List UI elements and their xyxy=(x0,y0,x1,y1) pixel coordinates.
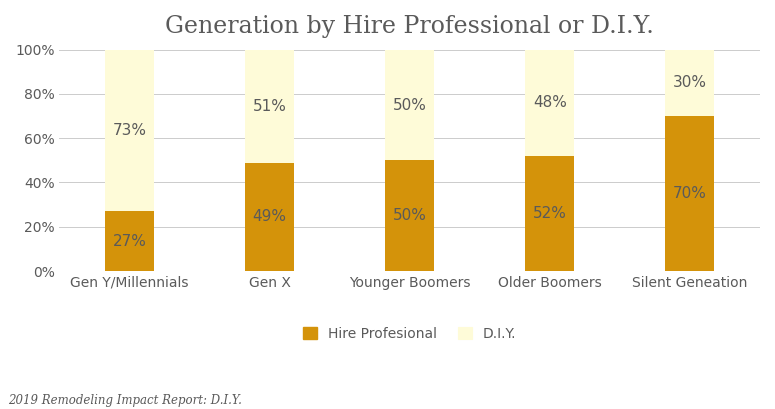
Text: 50%: 50% xyxy=(393,208,426,223)
Text: 48%: 48% xyxy=(533,95,567,110)
Bar xyxy=(525,49,574,156)
Text: 49%: 49% xyxy=(253,209,287,224)
Bar xyxy=(245,162,294,271)
Bar xyxy=(105,49,154,211)
Bar xyxy=(525,156,574,271)
Bar xyxy=(666,116,715,271)
Bar xyxy=(385,160,434,271)
Legend: Hire Profesional, D.I.Y.: Hire Profesional, D.I.Y. xyxy=(303,327,516,341)
Text: 2019 Remodeling Impact Report: D.I.Y.: 2019 Remodeling Impact Report: D.I.Y. xyxy=(8,394,242,407)
Text: 70%: 70% xyxy=(673,186,707,201)
Text: 50%: 50% xyxy=(393,97,426,112)
Bar xyxy=(385,49,434,160)
Title: Generation by Hire Professional or D.I.Y.: Generation by Hire Professional or D.I.Y… xyxy=(165,15,654,38)
Text: 52%: 52% xyxy=(533,206,567,221)
Bar xyxy=(105,211,154,271)
Text: 27%: 27% xyxy=(112,234,146,249)
Bar xyxy=(245,49,294,162)
Text: 30%: 30% xyxy=(673,75,707,90)
Text: 73%: 73% xyxy=(112,123,146,138)
Text: 51%: 51% xyxy=(253,99,287,114)
Bar xyxy=(666,49,715,116)
